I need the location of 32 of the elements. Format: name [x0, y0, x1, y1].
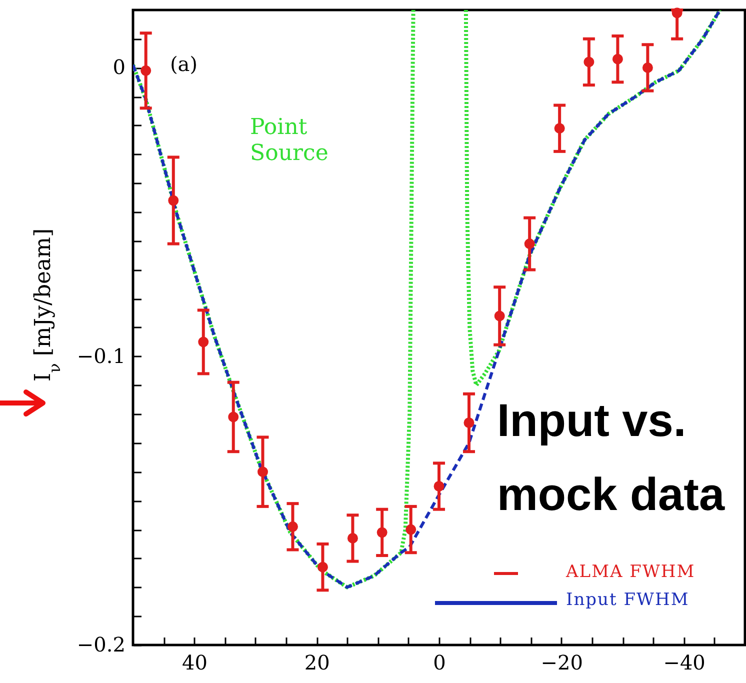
x-tick-label: −40 — [663, 650, 706, 674]
point — [554, 123, 565, 134]
x-tick-label: −20 — [540, 650, 584, 674]
point — [434, 481, 444, 492]
x-tick-label: 40 — [182, 650, 208, 674]
y-tick-label: −0.1 — [76, 344, 126, 368]
point — [584, 56, 594, 68]
annotation: (a) — [170, 52, 198, 76]
y-tick-label: −0.2 — [76, 632, 126, 656]
point — [524, 238, 535, 250]
point — [287, 521, 298, 532]
annotation: Input FWHM — [566, 590, 690, 610]
x-tick-label: 20 — [304, 650, 330, 674]
point — [376, 527, 388, 538]
point — [464, 418, 474, 428]
y-tick-label: 0 — [112, 55, 126, 80]
point — [317, 562, 328, 572]
point — [228, 412, 239, 422]
point — [198, 336, 209, 348]
point — [494, 310, 505, 322]
point — [612, 54, 623, 64]
point — [642, 62, 653, 73]
point — [140, 65, 152, 76]
point — [672, 8, 682, 18]
annotation: ALMA FWHM — [566, 562, 696, 582]
point — [168, 195, 179, 206]
annotation: Input vs. mock data — [497, 393, 726, 522]
text: Point Source — [250, 115, 330, 167]
x-tick-label: 0 — [433, 650, 446, 674]
point — [258, 466, 268, 478]
point — [347, 532, 358, 544]
point — [406, 524, 416, 535]
